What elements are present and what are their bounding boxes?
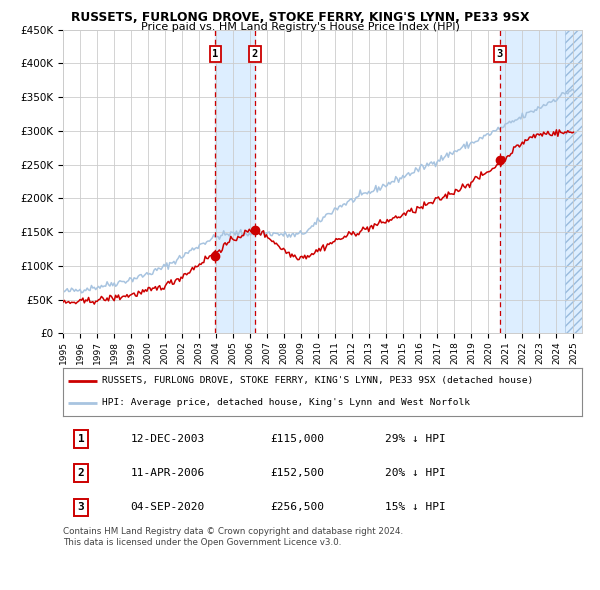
- Bar: [500, 30, 582, 333]
- Text: 15% ↓ HPI: 15% ↓ HPI: [385, 503, 446, 512]
- Text: 3: 3: [497, 49, 503, 59]
- Text: 29% ↓ HPI: 29% ↓ HPI: [385, 434, 446, 444]
- Text: £152,500: £152,500: [271, 468, 325, 478]
- Text: 04-SEP-2020: 04-SEP-2020: [130, 503, 205, 512]
- Text: RUSSETS, FURLONG DROVE, STOKE FERRY, KING'S LYNN, PE33 9SX: RUSSETS, FURLONG DROVE, STOKE FERRY, KIN…: [71, 11, 529, 24]
- Text: Price paid vs. HM Land Registry's House Price Index (HPI): Price paid vs. HM Land Registry's House …: [140, 22, 460, 32]
- Text: 1: 1: [78, 434, 85, 444]
- Text: 20% ↓ HPI: 20% ↓ HPI: [385, 468, 446, 478]
- Text: HPI: Average price, detached house, King's Lynn and West Norfolk: HPI: Average price, detached house, King…: [102, 398, 470, 407]
- Text: 2: 2: [252, 49, 258, 59]
- Polygon shape: [565, 30, 582, 333]
- Text: 11-APR-2006: 11-APR-2006: [130, 468, 205, 478]
- Text: 1: 1: [212, 49, 218, 59]
- Text: RUSSETS, FURLONG DROVE, STOKE FERRY, KING'S LYNN, PE33 9SX (detached house): RUSSETS, FURLONG DROVE, STOKE FERRY, KIN…: [102, 376, 533, 385]
- Text: 3: 3: [78, 503, 85, 512]
- Text: £256,500: £256,500: [271, 503, 325, 512]
- Bar: [215, 30, 255, 333]
- Text: £115,000: £115,000: [271, 434, 325, 444]
- Text: Contains HM Land Registry data © Crown copyright and database right 2024.
This d: Contains HM Land Registry data © Crown c…: [63, 527, 403, 547]
- Text: 12-DEC-2003: 12-DEC-2003: [130, 434, 205, 444]
- Text: 2: 2: [78, 468, 85, 478]
